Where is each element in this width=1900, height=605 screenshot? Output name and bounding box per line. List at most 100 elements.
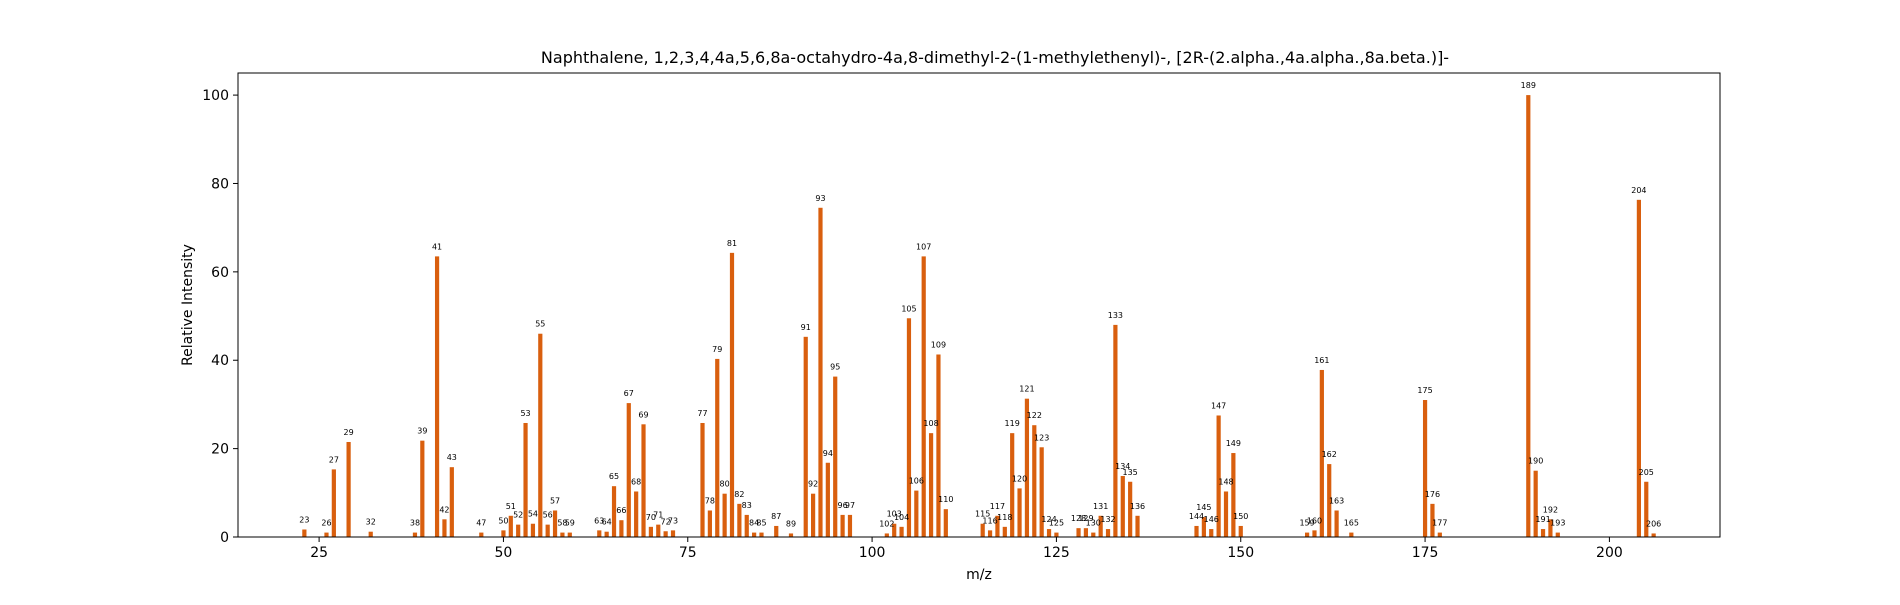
data-label-mz-71: 71 xyxy=(653,511,663,520)
data-label-mz-65: 65 xyxy=(609,472,619,481)
bar-mz-206 xyxy=(1651,533,1656,537)
plot-frame xyxy=(237,72,1721,538)
bar-mz-79 xyxy=(715,358,720,537)
bar-mz-52 xyxy=(516,524,521,537)
data-label-mz-47: 47 xyxy=(476,519,486,528)
data-label-mz-177: 177 xyxy=(1432,519,1447,528)
bar-mz-68 xyxy=(634,491,639,537)
bar-mz-123 xyxy=(1039,447,1044,537)
data-label-mz-41: 41 xyxy=(432,242,442,251)
data-label-mz-204: 204 xyxy=(1631,186,1646,195)
data-label-mz-123: 123 xyxy=(1034,433,1049,442)
data-label-mz-27: 27 xyxy=(329,455,339,464)
data-label-mz-121: 121 xyxy=(1019,385,1034,394)
x-tick-label-200: 200 xyxy=(1596,545,1623,561)
bar-mz-70 xyxy=(648,526,653,537)
data-label-mz-116: 116 xyxy=(982,516,997,525)
data-label-mz-95: 95 xyxy=(830,363,840,372)
bar-mz-69 xyxy=(641,424,646,537)
bar-mz-66 xyxy=(619,520,624,537)
data-label-mz-144: 144 xyxy=(1189,512,1204,521)
data-label-mz-83: 83 xyxy=(742,501,752,510)
bar-mz-84 xyxy=(752,532,757,537)
bar-mz-53 xyxy=(523,422,528,537)
data-label-mz-63: 63 xyxy=(594,516,604,525)
data-label-mz-32: 32 xyxy=(366,518,376,527)
bar-mz-93 xyxy=(818,207,823,537)
data-label-mz-93: 93 xyxy=(815,194,825,203)
data-label-mz-190: 190 xyxy=(1528,457,1543,466)
data-label-mz-58: 58 xyxy=(557,519,567,528)
bar-mz-89 xyxy=(788,533,794,537)
bar-mz-125 xyxy=(1054,532,1059,537)
bar-mz-94 xyxy=(825,462,830,537)
data-label-mz-176: 176 xyxy=(1425,490,1440,499)
data-label-mz-115: 115 xyxy=(975,510,990,519)
data-label-mz-82: 82 xyxy=(734,490,744,499)
bar-mz-47 xyxy=(479,532,484,537)
data-label-mz-161: 161 xyxy=(1314,356,1329,365)
x-axis-label: m/z xyxy=(966,567,992,583)
x-tick-label-100: 100 xyxy=(859,545,886,561)
data-label-mz-175: 175 xyxy=(1417,386,1432,395)
data-label-mz-72: 72 xyxy=(661,517,671,526)
bar-mz-85 xyxy=(759,532,764,537)
data-label-mz-107: 107 xyxy=(916,242,931,251)
bar-mz-116 xyxy=(987,530,993,537)
x-ticks-layer: 25 50 75 100 125 150 175 200 xyxy=(310,537,1623,561)
data-label-mz-73: 73 xyxy=(668,516,678,525)
data-label-mz-110: 110 xyxy=(938,495,953,504)
bar-mz-159 xyxy=(1305,532,1310,537)
bar-mz-23 xyxy=(302,529,307,537)
data-label-mz-79: 79 xyxy=(712,345,722,354)
y-tick-label-60: 60 xyxy=(211,265,229,281)
bar-mz-64 xyxy=(604,531,609,537)
bar-mz-122 xyxy=(1032,425,1037,537)
x-tick-label-150: 150 xyxy=(1227,545,1254,561)
bar-mz-130 xyxy=(1091,532,1096,537)
data-label-mz-92: 92 xyxy=(808,480,818,489)
bar-mz-32 xyxy=(368,531,373,537)
data-label-mz-128: 128 xyxy=(1071,514,1086,523)
y-tick-label-80: 80 xyxy=(211,176,229,192)
data-label-mz-23: 23 xyxy=(299,515,309,524)
data-label-mz-149: 149 xyxy=(1226,439,1241,448)
data-label-mz-55: 55 xyxy=(535,320,545,329)
data-label-mz-146: 146 xyxy=(1204,515,1219,524)
bar-mz-26 xyxy=(324,532,329,537)
bar-mz-205 xyxy=(1644,481,1649,537)
bar-mz-149 xyxy=(1231,453,1236,537)
data-label-mz-39: 39 xyxy=(417,427,427,436)
data-label-mz-206: 206 xyxy=(1646,519,1661,528)
bar-mz-97 xyxy=(847,514,853,537)
bar-mz-204 xyxy=(1636,199,1641,537)
data-label-mz-51: 51 xyxy=(506,502,516,511)
bar-mz-83 xyxy=(744,514,749,537)
data-label-mz-91: 91 xyxy=(801,323,811,332)
bar-mz-57 xyxy=(552,510,558,537)
data-label-mz-56: 56 xyxy=(543,511,553,520)
data-label-mz-94: 94 xyxy=(823,449,833,458)
bar-mz-193 xyxy=(1555,532,1560,537)
data-label-mz-117: 117 xyxy=(990,502,1005,511)
x-tick-label-25: 25 xyxy=(310,545,328,561)
bar-mz-96 xyxy=(840,514,845,537)
data-label-mz-105: 105 xyxy=(901,304,916,313)
data-label-mz-97: 97 xyxy=(845,501,855,510)
bars-layer xyxy=(302,95,1656,538)
bar-mz-80 xyxy=(722,493,727,537)
data-label-mz-191: 191 xyxy=(1535,515,1550,524)
data-label-mz-66: 66 xyxy=(616,506,626,515)
data-label-mz-54: 54 xyxy=(528,510,538,519)
data-label-mz-84: 84 xyxy=(749,519,759,528)
bar-mz-58 xyxy=(560,532,565,537)
data-label-mz-81: 81 xyxy=(727,239,737,248)
bar-mz-95 xyxy=(833,376,838,537)
bar-mz-132 xyxy=(1105,529,1111,537)
data-label-mz-89: 89 xyxy=(786,519,796,528)
bar-mz-136 xyxy=(1135,515,1140,537)
data-label-mz-165: 165 xyxy=(1344,519,1359,528)
bar-mz-105 xyxy=(906,318,912,537)
data-label-mz-50: 50 xyxy=(498,516,508,525)
data-label-mz-189: 189 xyxy=(1521,81,1536,90)
